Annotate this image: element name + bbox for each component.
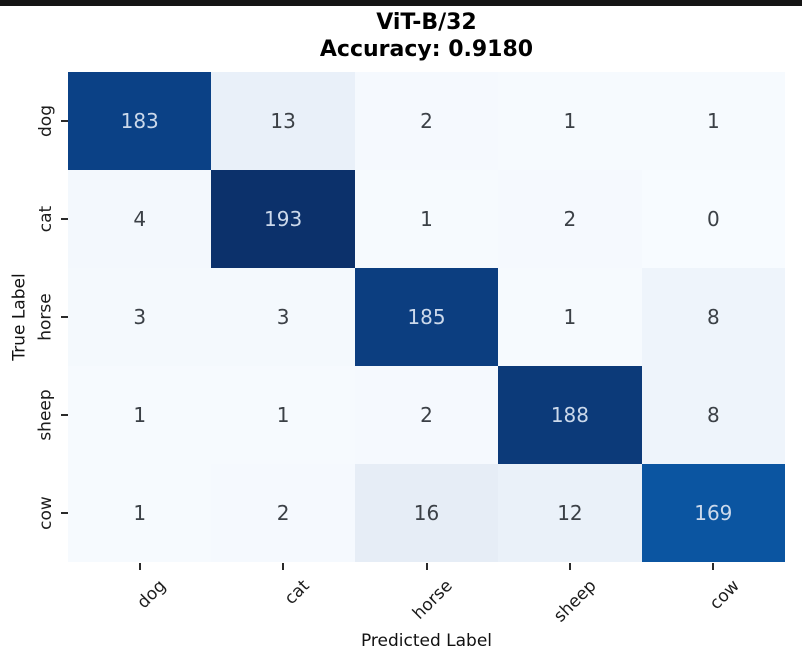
heatmap-row: 1 2 16 12 169	[68, 464, 786, 562]
x-axis-title-block: Predicted Label	[68, 631, 785, 651]
heatmap-cell: 8	[641, 268, 786, 366]
x-axis-tick-labels: dog cat horse sheep cow	[68, 562, 785, 627]
y-axis-title-block: True Label	[7, 72, 33, 562]
heatmap-cell: 2	[211, 464, 355, 562]
x-tick-slot: sheep	[498, 562, 641, 627]
x-tick-label: horse	[408, 576, 457, 624]
y-axis-tick-labels: dog cat horse sheep cow	[31, 72, 61, 562]
y-tick-slot: dog	[31, 72, 61, 170]
x-tick-label: dog	[133, 576, 170, 613]
heatmap-row: 4 193 1 2 0	[68, 170, 786, 268]
heatmap-cell: 1	[211, 366, 355, 464]
top-border-bar	[0, 0, 802, 6]
x-tick-mark	[282, 563, 285, 570]
x-tick-slot: horse	[355, 562, 498, 624]
x-tick-mark	[425, 563, 428, 570]
x-tick-label: cat	[280, 576, 314, 609]
heatmap-cell: 2	[498, 170, 642, 268]
heatmap-cell: 183	[68, 72, 212, 170]
heatmap-cell: 2	[354, 366, 499, 464]
heatmap-cell: 1	[641, 72, 786, 170]
heatmap-cell: 8	[641, 366, 786, 464]
chart-subtitle-accuracy: Accuracy: 0.9180	[319, 37, 534, 62]
y-tick-mark	[61, 218, 68, 220]
confusion-matrix-heatmap: 183 13 2 1 1 4 193 1 2 0 3 3 185 1 8 1 1 2 188 8 1 2 16 12 169	[68, 72, 786, 562]
y-axis-title: True Label	[10, 273, 30, 361]
heatmap-row: 3 3 185 1 8	[68, 268, 786, 366]
y-tick-label: horse	[36, 293, 57, 341]
heatmap-cell: 1	[498, 268, 642, 366]
y-tick-label: dog	[36, 105, 57, 137]
heatmap-cell: 1	[68, 464, 212, 562]
y-tick-slot: cat	[31, 170, 61, 268]
x-tick-mark	[568, 563, 571, 570]
y-tick-mark	[61, 414, 68, 416]
x-tick-mark	[712, 563, 715, 570]
heatmap-cell: 1	[68, 366, 212, 464]
heatmap-cell: 1	[498, 72, 642, 170]
heatmap-cell: 188	[498, 366, 642, 464]
heatmap-cell: 16	[354, 464, 499, 562]
x-tick-label: sheep	[549, 576, 601, 627]
y-tick-label: cat	[36, 205, 56, 233]
heatmap-cell: 3	[68, 268, 212, 366]
x-axis-title: Predicted Label	[360, 631, 493, 651]
heatmap-cell: 169	[641, 464, 786, 562]
heatmap-row: 1 1 2 188 8	[68, 366, 786, 464]
y-tick-mark	[61, 120, 68, 122]
x-tick-label: cow	[705, 576, 744, 614]
heatmap-cell: 4	[68, 170, 212, 268]
y-tick-mark	[61, 316, 68, 318]
x-tick-mark	[138, 563, 141, 570]
heatmap-row: 183 13 2 1 1	[68, 72, 786, 170]
y-tick-slot: sheep	[31, 366, 61, 464]
y-tick-slot: cow	[31, 464, 61, 562]
y-tick-mark	[61, 512, 68, 514]
heatmap-cell: 193	[211, 170, 355, 268]
heatmap-cell: 2	[354, 72, 499, 170]
heatmap-cell: 12	[498, 464, 642, 562]
heatmap-cell: 1	[354, 170, 499, 268]
y-tick-label: cow	[36, 496, 56, 530]
heatmap-cell: 0	[641, 170, 786, 268]
heatmap-cell: 185	[354, 268, 499, 366]
heatmap-cell: 3	[211, 268, 355, 366]
x-tick-slot: cow	[642, 562, 785, 624]
y-tick-slot: horse	[31, 268, 61, 366]
x-tick-slot: cat	[211, 562, 354, 624]
heatmap-cell: 13	[211, 72, 355, 170]
x-tick-slot: dog	[68, 562, 211, 624]
chart-title-block: ViT-B/32 Accuracy: 0.9180	[68, 9, 785, 63]
y-tick-label: sheep	[36, 389, 56, 441]
chart-title: ViT-B/32	[376, 10, 477, 35]
